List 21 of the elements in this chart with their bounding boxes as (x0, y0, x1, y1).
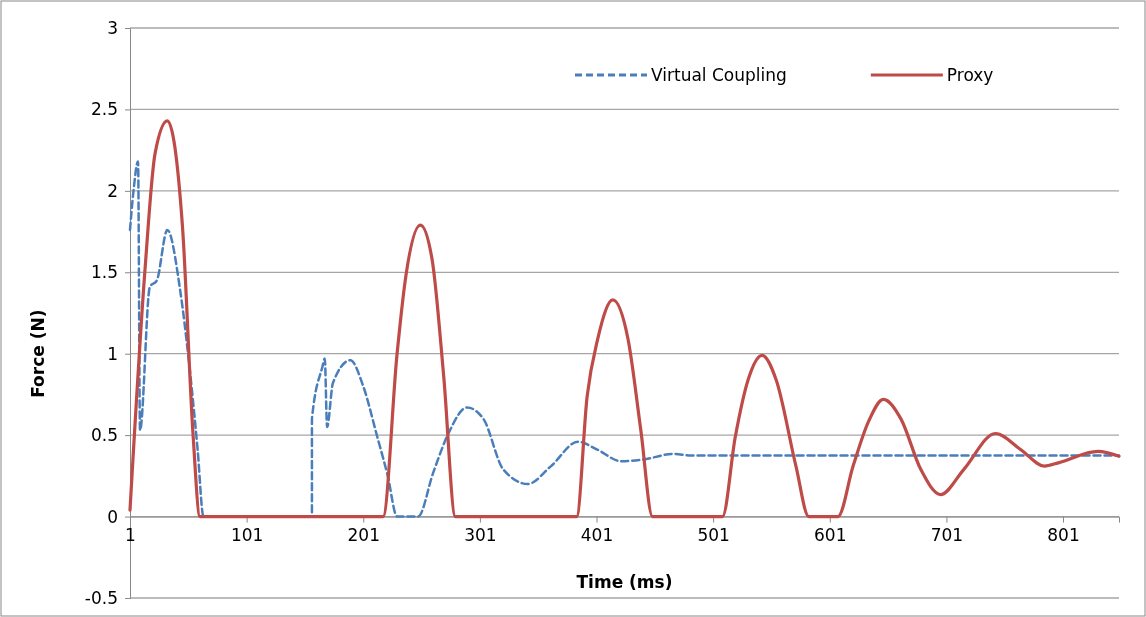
x-axis-title: Time (ms) (576, 572, 673, 592)
y-tick-label: 2 (107, 180, 118, 201)
legend-label: Virtual Coupling (651, 65, 787, 85)
y-tick-label: 0.5 (90, 425, 118, 446)
x-tick-label: 1 (125, 524, 136, 545)
x-tick-label: 101 (230, 524, 264, 545)
x-tick-label: 201 (347, 524, 380, 545)
y-axis-title: Force (N) (28, 309, 48, 398)
y-tick-label: 2.5 (90, 99, 118, 120)
legend-label: Proxy (946, 65, 994, 85)
x-tick-label: 701 (930, 524, 964, 545)
y-tick-label: 3 (107, 17, 118, 38)
x-tick-label: 301 (464, 524, 497, 545)
y-tick-label: 0 (107, 506, 118, 527)
x-tick-label: 601 (814, 524, 847, 545)
x-tick-label: 801 (1047, 524, 1080, 545)
y-tick-label: 1.5 (90, 262, 118, 283)
x-tick-label: 401 (580, 524, 614, 545)
y-tick-label: -0.5 (84, 587, 118, 608)
y-tick-label: 1 (107, 343, 118, 364)
x-tick-label: 501 (697, 524, 730, 545)
